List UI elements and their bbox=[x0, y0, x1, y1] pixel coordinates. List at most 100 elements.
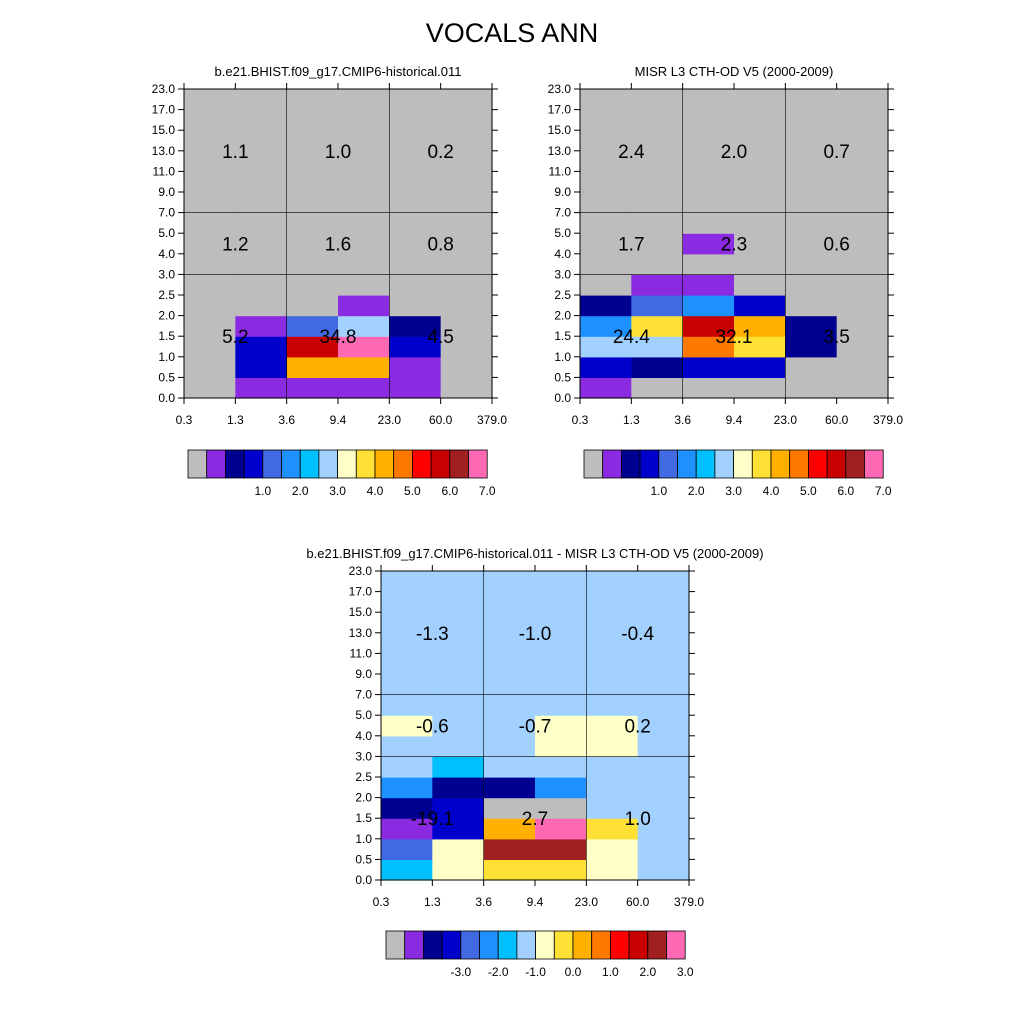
heatmap-cell bbox=[338, 233, 390, 255]
heatmap-cell bbox=[235, 336, 288, 358]
colorbar-box bbox=[441, 930, 462, 960]
heatmap-cell bbox=[389, 315, 442, 337]
heatmap-cell bbox=[235, 212, 288, 234]
x-tick-label: 3.6 bbox=[475, 895, 492, 909]
region-sum-label: 4.5 bbox=[427, 327, 453, 348]
heatmap-cell bbox=[286, 377, 339, 399]
heatmap-cell bbox=[381, 735, 433, 757]
y-tick-label: 11.0 bbox=[153, 164, 176, 178]
colorbar-label: 3.0 bbox=[677, 965, 694, 979]
heatmap-cell bbox=[535, 756, 587, 778]
heatmap-cell bbox=[483, 674, 536, 696]
heatmap-cell bbox=[785, 109, 838, 131]
heatmap-cell bbox=[184, 212, 236, 234]
heatmap-cell bbox=[535, 612, 587, 634]
heatmap-cell bbox=[580, 377, 632, 399]
region-sum-label: 2.7 bbox=[522, 809, 548, 830]
heatmap-cell bbox=[535, 797, 587, 819]
heatmap-cell bbox=[631, 274, 684, 296]
y-tick-label: 5.0 bbox=[158, 226, 175, 240]
heatmap-cell bbox=[381, 838, 433, 860]
region-sum-label: 5.2 bbox=[222, 327, 248, 348]
heatmap-cell bbox=[184, 377, 236, 399]
heatmap-cell bbox=[682, 171, 735, 193]
y-tick-label: 1.0 bbox=[554, 350, 571, 364]
y-tick-label: 1.5 bbox=[355, 811, 372, 825]
heatmap-cell bbox=[184, 295, 236, 317]
heatmap-cell bbox=[734, 212, 786, 234]
heatmap-cell bbox=[389, 233, 442, 255]
heatmap-cell bbox=[682, 253, 735, 275]
heatmap-panel-3: 0.0 0.5 1.0 1.5 2.0 2.5 3.0 4.0 5.0 7.0 9.0 11.0 13.… bbox=[306, 546, 763, 979]
heatmap-cell bbox=[734, 150, 786, 172]
y-tick-label: 4.0 bbox=[554, 247, 571, 261]
colorbar-label: 3.0 bbox=[725, 484, 742, 498]
heatmap-cell bbox=[286, 150, 339, 172]
heatmap-cell bbox=[637, 777, 690, 799]
heatmap-cell bbox=[535, 838, 587, 860]
heatmap-cell bbox=[682, 89, 735, 111]
heatmap-cell bbox=[836, 233, 889, 255]
heatmap-cell bbox=[734, 233, 786, 255]
heatmap-cell bbox=[338, 274, 390, 296]
x-tick-label: 60.0 bbox=[825, 413, 849, 427]
heatmap-cell bbox=[586, 591, 639, 613]
region-sum-label: 2.0 bbox=[721, 142, 747, 163]
heatmap-cell bbox=[535, 694, 587, 716]
region-sum-label: 0.2 bbox=[427, 142, 453, 163]
heatmap-cell bbox=[580, 212, 632, 234]
heatmap-cell bbox=[389, 89, 442, 111]
region-sum-label: -0.6 bbox=[416, 717, 449, 738]
heatmap-cell bbox=[580, 233, 632, 255]
colorbar-label: 6.0 bbox=[441, 484, 458, 498]
heatmap-cell bbox=[535, 571, 587, 593]
heatmap-cell bbox=[637, 735, 690, 757]
heatmap-cell bbox=[631, 192, 684, 214]
heatmap-cell bbox=[381, 818, 433, 840]
heatmap-cell bbox=[440, 377, 493, 399]
heatmap-cell bbox=[637, 612, 690, 634]
heatmap-cell bbox=[580, 253, 632, 275]
y-tick-label: 2.0 bbox=[158, 309, 175, 323]
heatmap-cell bbox=[580, 109, 632, 131]
heatmap-cell bbox=[338, 171, 390, 193]
heatmap-cell bbox=[440, 171, 493, 193]
region-sum-label: 0.2 bbox=[624, 717, 650, 738]
panel-title: MISR L3 CTH-OD V5 (2000-2009) bbox=[635, 64, 834, 79]
y-tick-label: 2.0 bbox=[355, 791, 372, 805]
heatmap-cell bbox=[235, 171, 288, 193]
heatmap-cell bbox=[580, 315, 632, 337]
heatmap-cell bbox=[235, 130, 288, 152]
heatmap-cell bbox=[734, 192, 786, 214]
x-tick-label: 379.0 bbox=[873, 413, 903, 427]
heatmap-cell bbox=[637, 756, 690, 778]
colorbar-box bbox=[864, 449, 884, 479]
heatmap-cell bbox=[440, 315, 493, 337]
heatmap-cell bbox=[734, 377, 786, 399]
heatmap-cell bbox=[235, 315, 288, 337]
x-tick-label: 60.0 bbox=[626, 895, 650, 909]
heatmap-cell bbox=[734, 171, 786, 193]
colorbar-box bbox=[468, 449, 488, 479]
y-tick-label: 2.5 bbox=[554, 288, 571, 302]
x-tick-label: 9.4 bbox=[330, 413, 347, 427]
heatmap-cell bbox=[586, 859, 639, 881]
region-sum-label: -1.0 bbox=[519, 624, 552, 645]
y-tick-label: 0.0 bbox=[554, 391, 571, 405]
colorbar-box bbox=[281, 449, 301, 479]
y-tick-label: 4.0 bbox=[158, 247, 175, 261]
x-tick-label: 60.0 bbox=[429, 413, 453, 427]
heatmap-cell bbox=[836, 356, 889, 378]
colorbar-box bbox=[639, 449, 660, 479]
heatmap-cell bbox=[535, 859, 587, 881]
heatmap-cell bbox=[235, 253, 288, 275]
colorbar-label: 7.0 bbox=[479, 484, 496, 498]
colorbar-box bbox=[789, 449, 809, 479]
heatmap-cell bbox=[785, 377, 838, 399]
heatmap-cell bbox=[580, 130, 632, 152]
heatmap-cell bbox=[586, 838, 639, 860]
heatmap-cell bbox=[535, 818, 587, 840]
y-tick-label: 9.0 bbox=[355, 667, 372, 681]
heatmap-cell bbox=[286, 109, 339, 131]
heatmap-cell bbox=[440, 150, 493, 172]
